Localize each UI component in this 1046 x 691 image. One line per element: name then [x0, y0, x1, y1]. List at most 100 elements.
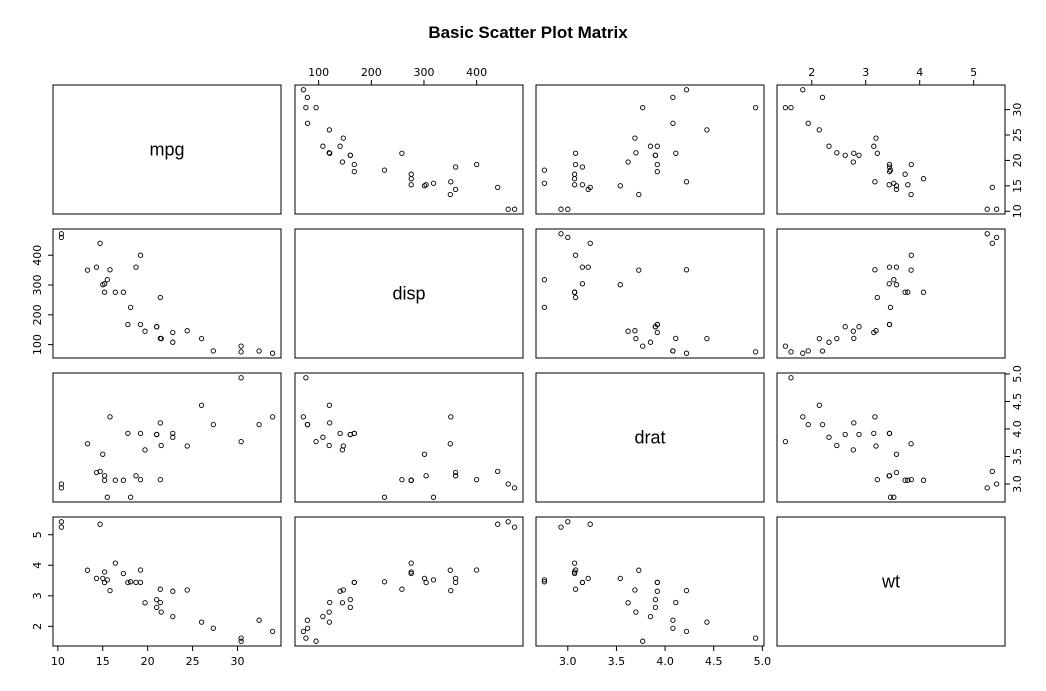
point-mpg-vs-wt-18 — [788, 104, 794, 111]
point-disp-vs-drat-25 — [670, 348, 676, 354]
point-disp-vs-drat-29 — [625, 328, 631, 334]
point-wt-vs-drat-11 — [571, 560, 578, 566]
y-tick-label-mpg-3: 25 — [1011, 128, 1024, 142]
diagonal-label-mpg: mpg — [149, 140, 184, 160]
point-drat-vs-mpg-31 — [157, 420, 163, 426]
point-wt-vs-mpg-6 — [93, 575, 100, 582]
y-tick-label-drat-0: 3.0 — [1011, 475, 1024, 493]
point-disp-vs-wt-14 — [984, 231, 990, 237]
point-drat-vs-disp-25 — [304, 421, 311, 428]
point-disp-vs-drat-14 — [558, 231, 564, 237]
point-wt-vs-mpg-31 — [157, 599, 163, 606]
point-mpg-vs-drat-22 — [579, 182, 586, 188]
point-mpg-vs-wt-14 — [984, 206, 990, 212]
panel-frame-drat-mpg — [52, 372, 282, 503]
point-wt-vs-mpg-1 — [154, 596, 160, 603]
point-drat-vs-wt-26 — [816, 402, 822, 408]
point-drat-vs-wt-13 — [905, 477, 911, 483]
point-mpg-vs-wt-3 — [874, 150, 880, 156]
point-wt-vs-drat-26 — [704, 619, 710, 625]
point-drat-vs-mpg-1 — [154, 431, 160, 438]
point-disp-vs-mpg-21 — [104, 277, 110, 283]
point-drat-vs-disp-26 — [326, 402, 333, 408]
point-wt-vs-disp-20 — [326, 609, 332, 615]
x-tick-label-disp-0: 100 — [308, 66, 329, 79]
point-mpg-vs-drat-23 — [636, 191, 642, 198]
point-wt-vs-mpg-17 — [256, 617, 262, 623]
point-mpg-vs-disp-31 — [327, 150, 333, 156]
y-tick-label-disp-0: 100 — [31, 334, 44, 355]
point-mpg-vs-disp-13 — [408, 182, 414, 188]
point-wt-vs-drat-0 — [652, 604, 659, 611]
point-disp-vs-mpg-23 — [84, 267, 91, 273]
point-mpg-vs-drat-28 — [683, 179, 690, 185]
point-drat-vs-wt-24 — [908, 476, 914, 483]
point-mpg-vs-drat-11 — [571, 176, 578, 182]
point-disp-vs-drat-23 — [636, 267, 642, 273]
point-wt-vs-disp-6 — [452, 575, 459, 582]
point-drat-vs-mpg-17 — [256, 421, 262, 428]
point-disp-vs-wt-24 — [908, 252, 914, 258]
point-disp-vs-drat-26 — [704, 335, 710, 342]
point-drat-vs-disp-4 — [452, 473, 459, 479]
point-disp-vs-mpg-27 — [238, 343, 244, 349]
point-disp-vs-wt-25 — [805, 348, 811, 354]
point-disp-vs-drat-19 — [683, 350, 690, 356]
point-wt-vs-drat-19 — [683, 628, 690, 635]
point-drat-vs-mpg-25 — [210, 421, 216, 428]
x-tick-label-mpg-2: 20 — [141, 655, 155, 668]
point-wt-vs-mpg-27 — [238, 638, 244, 644]
point-wt-vs-mpg-28 — [107, 587, 113, 594]
x-tick-label-drat-1: 3.5 — [608, 655, 626, 668]
point-drat-vs-disp-20 — [326, 442, 332, 449]
point-wt-vs-mpg-3 — [157, 586, 163, 592]
x-tick-label-drat-4: 5.0 — [754, 655, 772, 668]
panel-frame-mpg-drat — [535, 84, 765, 215]
point-mpg-vs-wt-23 — [908, 191, 914, 198]
point-mpg-vs-drat-15 — [565, 206, 571, 212]
point-drat-vs-mpg-9 — [137, 430, 144, 437]
point-disp-vs-drat-22 — [579, 281, 586, 287]
point-mpg-vs-disp-26 — [326, 127, 333, 133]
point-mpg-vs-wt-17 — [819, 94, 826, 101]
point-wt-vs-drat-23 — [636, 567, 642, 573]
point-mpg-vs-disp-29 — [339, 159, 346, 165]
point-drat-vs-wt-14 — [984, 485, 990, 491]
point-wt-vs-drat-20 — [633, 609, 639, 615]
point-disp-vs-drat-4 — [579, 264, 586, 270]
point-wt-vs-mpg-14 — [58, 524, 65, 530]
point-wt-vs-drat-22 — [579, 579, 586, 586]
x-tick-label-wt-1: 3 — [862, 66, 869, 79]
point-wt-vs-disp-11 — [408, 560, 414, 566]
point-drat-vs-wt-16 — [989, 468, 995, 475]
point-mpg-vs-drat-17 — [670, 94, 676, 101]
point-wt-vs-disp-17 — [304, 617, 311, 623]
point-disp-vs-wt-0 — [842, 324, 848, 330]
point-drat-vs-wt-11 — [920, 477, 927, 483]
point-disp-vs-wt-8 — [871, 329, 877, 336]
y-tick-label-mpg-1: 15 — [1011, 179, 1024, 193]
point-mpg-vs-wt-26 — [816, 127, 822, 133]
x-tick-label-disp-2: 300 — [413, 66, 434, 79]
point-disp-vs-mpg-16 — [97, 240, 103, 246]
point-wt-vs-mpg-20 — [158, 609, 164, 615]
point-wt-vs-drat-28 — [683, 587, 690, 594]
point-mpg-vs-wt-12 — [902, 171, 908, 177]
point-wt-vs-disp-19 — [300, 628, 307, 635]
point-mpg-vs-drat-24 — [572, 161, 579, 168]
point-wt-vs-disp-24 — [473, 567, 480, 573]
point-mpg-vs-disp-7 — [340, 135, 346, 141]
point-mpg-vs-drat-14 — [558, 206, 564, 212]
point-drat-vs-wt-6 — [893, 469, 900, 476]
point-drat-vs-wt-18 — [788, 375, 794, 381]
point-mpg-vs-wt-16 — [989, 184, 995, 191]
point-mpg-vs-disp-23 — [447, 191, 453, 198]
point-wt-vs-drat-18 — [752, 635, 759, 641]
point-wt-vs-drat-6 — [585, 575, 591, 582]
point-wt-vs-drat-12 — [571, 570, 578, 577]
x-tick-label-drat-3: 4.5 — [705, 655, 723, 668]
point-mpg-vs-wt-22 — [886, 182, 892, 188]
point-disp-vs-drat-16 — [587, 240, 593, 246]
point-drat-vs-mpg-2 — [170, 434, 176, 440]
point-drat-vs-wt-29 — [850, 447, 856, 453]
